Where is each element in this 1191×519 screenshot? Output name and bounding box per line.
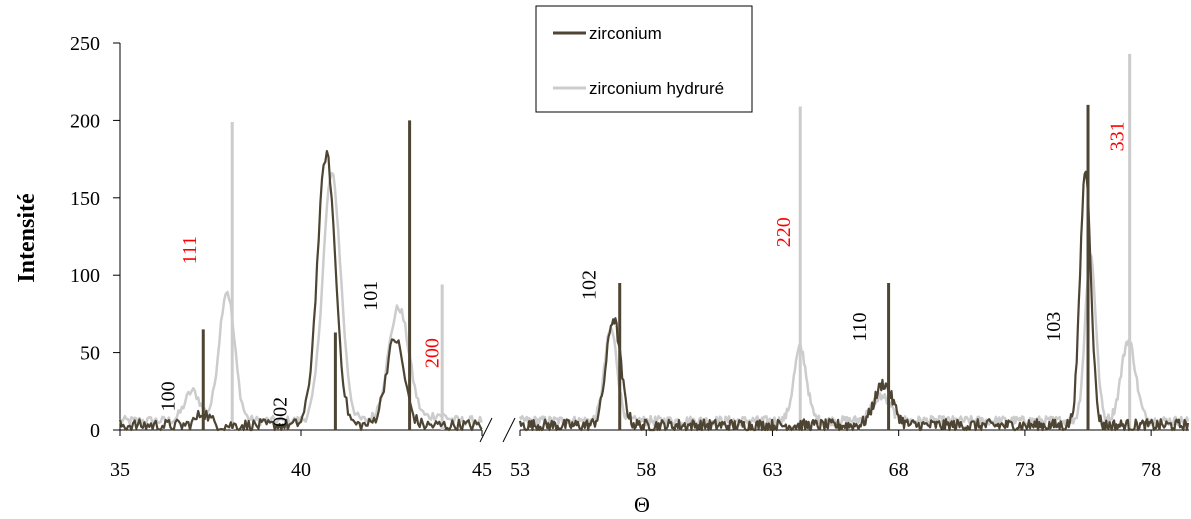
legend-box	[535, 5, 753, 113]
y-tick-label: 150	[70, 188, 100, 210]
series-line-zirconium	[118, 150, 483, 432]
y-axis-title: Intensité	[14, 193, 40, 283]
axes-layer: 0 50 100 150 200 250 35 40 45 53 58 63 68 73 78	[70, 33, 1189, 481]
peak-label: 331	[1106, 121, 1128, 151]
x-tick-label: 58	[636, 459, 656, 481]
peak-label: 100	[157, 381, 179, 411]
legend-label-zirconium-hydrure: zirconium hydruré	[589, 79, 724, 98]
peak-label: 200	[422, 338, 444, 368]
peak-label: 102	[579, 270, 601, 300]
axis-break-mark	[502, 417, 516, 443]
y-tick-label: 0	[90, 420, 100, 442]
y-tick-label: 250	[70, 33, 100, 55]
annotation-layer: 100 002 101 111 200 102 220 110 103 331	[157, 121, 1128, 427]
peak-label: 002	[270, 397, 292, 427]
peak-label: 220	[773, 217, 795, 247]
series-layer	[118, 53, 1190, 432]
x-tick-label: 73	[1015, 459, 1035, 481]
x-tick-label: 53	[510, 459, 530, 481]
x-tick-label: 63	[762, 459, 782, 481]
x-tick-label: 40	[291, 459, 311, 481]
series-line-zirconium-hydrure	[118, 171, 483, 427]
y-tick-label: 100	[70, 265, 100, 287]
peak-label: 111	[179, 236, 201, 265]
axis-break-mark	[479, 417, 493, 443]
peak-label: 101	[360, 281, 382, 311]
y-tick-label: 50	[80, 343, 100, 365]
x-tick-label: 45	[472, 459, 492, 481]
legend: zirconium zirconium hydruré	[535, 5, 753, 113]
x-tick-label: 78	[1141, 459, 1161, 481]
peak-label: 103	[1043, 312, 1065, 342]
x-axis-title: Θ	[634, 492, 650, 517]
legend-label-zirconium: zirconium	[589, 24, 662, 43]
x-tick-label: 35	[110, 459, 130, 481]
x-tick-label: 68	[889, 459, 909, 481]
y-tick-label: 200	[70, 110, 100, 132]
series-line-zirconium	[518, 170, 1190, 432]
peak-label: 110	[849, 313, 871, 342]
